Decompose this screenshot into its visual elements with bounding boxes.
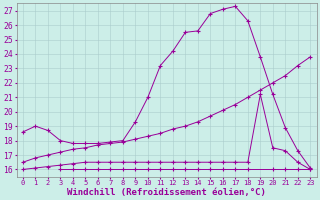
X-axis label: Windchill (Refroidissement éolien,°C): Windchill (Refroidissement éolien,°C) xyxy=(67,188,266,197)
